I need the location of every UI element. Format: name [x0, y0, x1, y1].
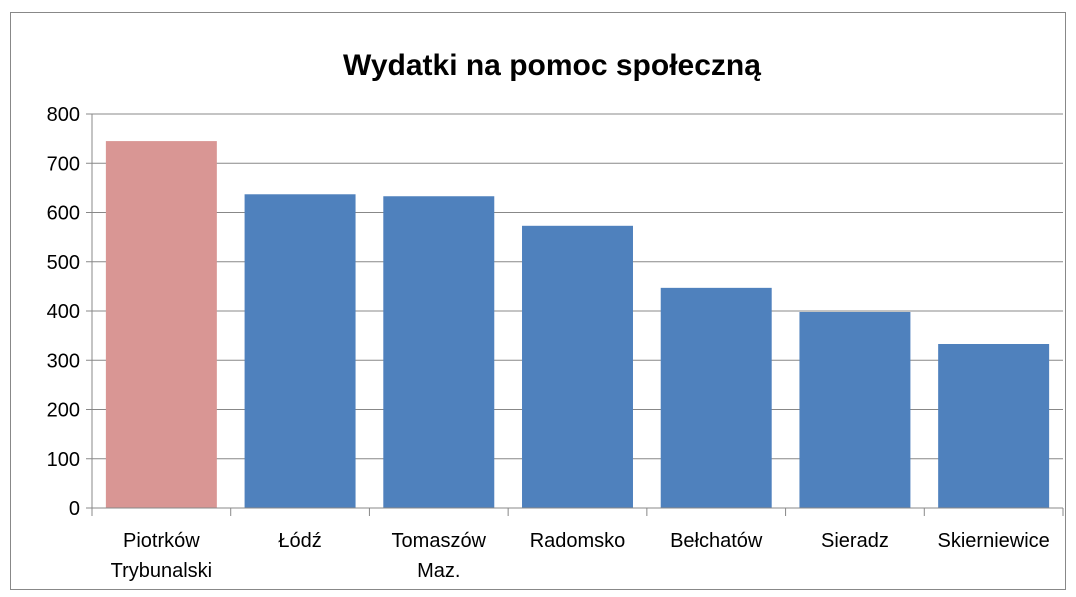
- x-tick-label: Piotrków Trybunalski: [111, 530, 213, 582]
- x-tick-label: Tomaszów Maz.: [392, 530, 487, 582]
- x-tick-label-line: Piotrków: [123, 530, 200, 552]
- bar: [938, 343, 1050, 508]
- y-tick-label: 300: [47, 350, 80, 372]
- x-tick-label-line: Maz.: [417, 560, 460, 582]
- x-tick-label: Bełchatów: [670, 530, 763, 552]
- y-tick-label: 500: [47, 252, 80, 274]
- y-tick-label: 800: [47, 104, 80, 126]
- bar: [244, 194, 356, 508]
- y-tick-label: 700: [47, 153, 80, 175]
- bar: [383, 196, 495, 508]
- bar: [799, 311, 911, 508]
- y-tick-label: 100: [47, 449, 80, 471]
- y-tick-label: 200: [47, 400, 80, 422]
- x-tick-label: Łódź: [278, 530, 321, 552]
- x-tick-label: Radomsko: [530, 530, 626, 552]
- x-tick-label: Skierniewice: [938, 530, 1050, 552]
- bar: [660, 287, 772, 508]
- y-tick-label: 400: [47, 301, 80, 323]
- x-tick-label: Sieradz: [821, 530, 889, 552]
- y-tick-label: 600: [47, 203, 80, 225]
- x-tick-label-line: Tomaszów: [392, 530, 487, 552]
- x-tick-label-line: Trybunalski: [111, 560, 213, 582]
- chart-title: Wydatki na pomoc społeczną: [343, 49, 761, 82]
- bar: [105, 141, 217, 508]
- y-tick-label: 0: [69, 498, 80, 520]
- bar: [522, 225, 633, 509]
